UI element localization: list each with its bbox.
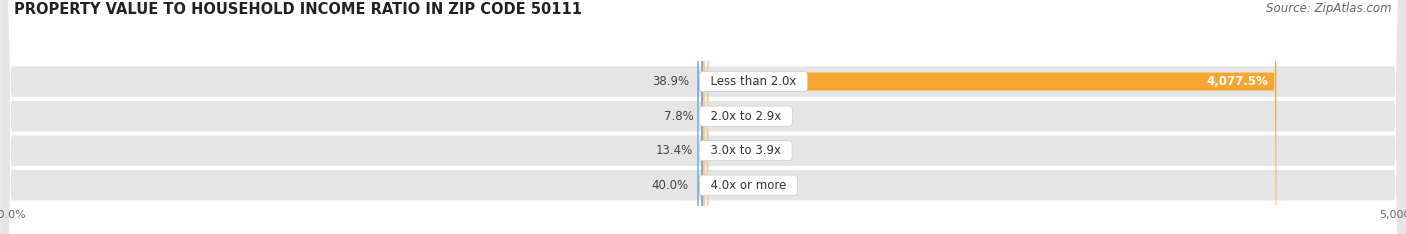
Text: 15.0%: 15.0% (713, 179, 751, 192)
Text: 7.8%: 7.8% (664, 110, 693, 123)
FancyBboxPatch shape (703, 0, 706, 234)
FancyBboxPatch shape (703, 0, 709, 234)
Text: 33.4%: 33.4% (716, 144, 754, 157)
FancyBboxPatch shape (700, 0, 703, 234)
FancyBboxPatch shape (703, 0, 707, 234)
FancyBboxPatch shape (697, 0, 703, 234)
Text: 4,077.5%: 4,077.5% (1206, 75, 1268, 88)
Text: 3.0x to 3.9x: 3.0x to 3.9x (703, 144, 789, 157)
Text: 2.0x to 2.9x: 2.0x to 2.9x (703, 110, 789, 123)
FancyBboxPatch shape (700, 0, 704, 234)
Text: 13.4%: 13.4% (655, 144, 693, 157)
Text: Less than 2.0x: Less than 2.0x (703, 75, 804, 88)
Text: 4.0x or more: 4.0x or more (703, 179, 794, 192)
FancyBboxPatch shape (697, 0, 703, 234)
Text: 40.0%: 40.0% (652, 179, 689, 192)
Text: 40.3%: 40.3% (717, 110, 754, 123)
Text: 38.9%: 38.9% (652, 75, 689, 88)
Text: PROPERTY VALUE TO HOUSEHOLD INCOME RATIO IN ZIP CODE 50111: PROPERTY VALUE TO HOUSEHOLD INCOME RATIO… (14, 2, 582, 17)
FancyBboxPatch shape (703, 0, 1277, 234)
Text: Source: ZipAtlas.com: Source: ZipAtlas.com (1267, 2, 1392, 15)
